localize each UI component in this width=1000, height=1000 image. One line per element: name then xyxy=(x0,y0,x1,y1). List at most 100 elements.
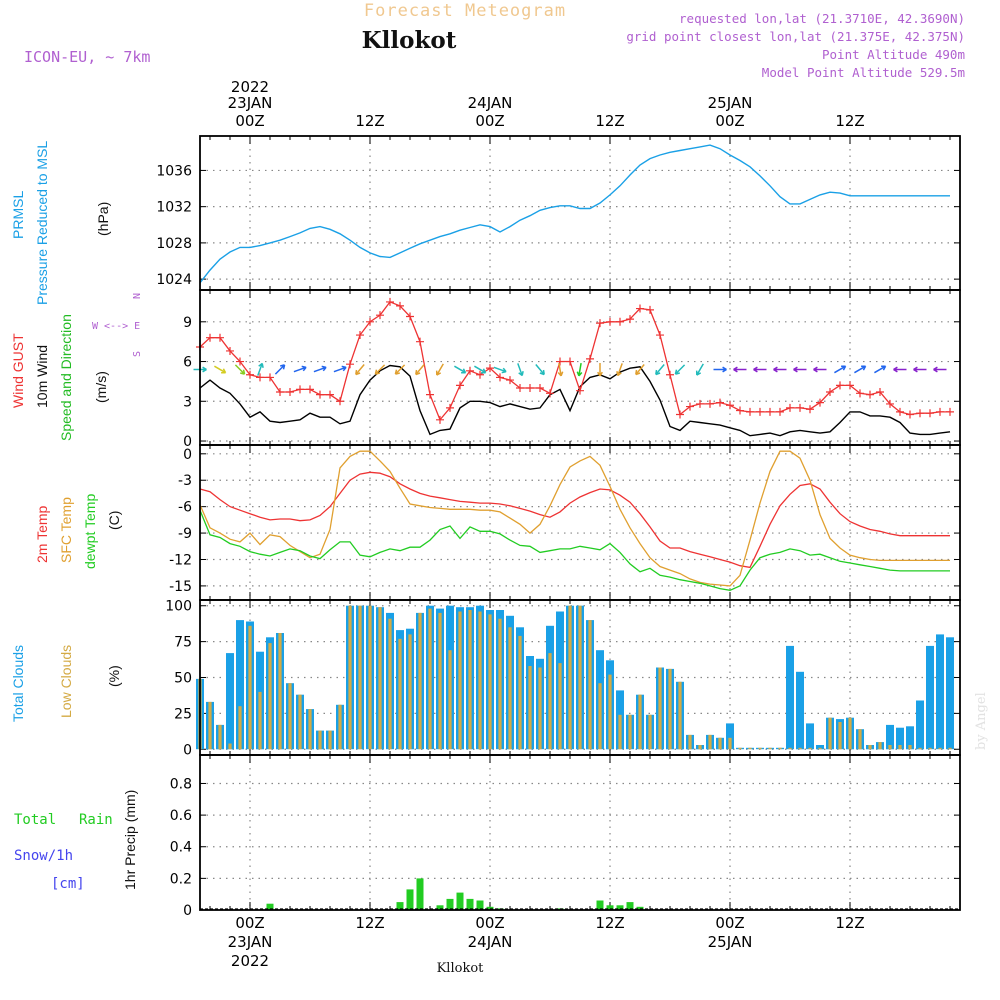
low-cloud-bar xyxy=(818,747,822,750)
speed-direction-label: Speed and Direction xyxy=(58,314,74,441)
low-cloud-bar xyxy=(418,612,422,750)
time-label-top: 12Z xyxy=(595,112,624,130)
total-cloud-bar xyxy=(816,745,824,750)
total-cloud-bar xyxy=(236,620,244,750)
gust-marker xyxy=(206,333,214,342)
total-cloud-bar xyxy=(886,724,894,750)
total-label: Total xyxy=(14,812,56,828)
rain-bar xyxy=(606,905,614,910)
gust-marker xyxy=(256,373,264,382)
low-cloud-bar xyxy=(938,747,942,750)
low-cloud-bar xyxy=(698,745,702,750)
wind-direction-arrow xyxy=(616,363,623,377)
time-label-top: 00Z xyxy=(715,112,744,130)
rain-bar xyxy=(436,905,444,910)
rain-bar xyxy=(616,905,624,910)
rain-bar xyxy=(266,903,274,910)
low-cloud-bar xyxy=(208,701,212,750)
low-cloud-bar xyxy=(228,743,232,750)
low-cloud-bar xyxy=(258,691,262,750)
rain-bar xyxy=(626,902,634,910)
low-cloud-bar xyxy=(598,683,602,750)
wind-direction-arrow xyxy=(257,362,264,376)
low-cloud-bar xyxy=(438,612,442,750)
rain-bar xyxy=(406,889,414,910)
clouds-unit-label: (%) xyxy=(106,665,122,687)
panel-axis-labels: PRMSL Pressure Reduced to MSL (hPa) Wind… xyxy=(10,141,143,892)
time-label-top: 00Z xyxy=(475,112,504,130)
rain-label: Rain xyxy=(79,812,113,828)
y-tick-label: 1024 xyxy=(156,272,192,288)
requested-coords: requested lon,lat (21.3710E, 42.3690N) xyxy=(679,11,965,26)
gust-marker xyxy=(636,304,644,313)
t2m-label: 2m Temp xyxy=(34,505,50,563)
low-cloud-bar xyxy=(248,625,252,750)
y-tick-label: 3 xyxy=(183,394,192,410)
gust-marker xyxy=(556,357,564,366)
wind-direction-arrow xyxy=(517,363,524,377)
gust-marker xyxy=(806,405,814,414)
wind-direction-arrow xyxy=(695,363,704,376)
gust-marker xyxy=(346,360,354,369)
gust-marker xyxy=(496,373,504,382)
gust-marker xyxy=(416,337,424,346)
wind-direction-arrow xyxy=(234,364,246,375)
gust-marker xyxy=(276,388,284,397)
low-cloud-bar xyxy=(628,714,632,750)
low-cloud-bar xyxy=(858,729,862,750)
low-cloud-bar xyxy=(758,747,762,750)
gust-marker xyxy=(296,385,304,394)
snow-unit-label: [cm] xyxy=(51,876,85,892)
gust-marker xyxy=(506,376,514,385)
gust-marker xyxy=(596,319,604,328)
gust-marker xyxy=(406,312,414,321)
low-clouds-label: Low Clouds xyxy=(58,645,74,718)
y-tick-label: -12 xyxy=(169,552,192,568)
low-cloud-bar xyxy=(328,730,332,750)
low-cloud-bar xyxy=(648,714,652,750)
time-label-top: 12Z xyxy=(355,112,384,130)
low-cloud-bar xyxy=(358,605,362,750)
low-cloud-bar xyxy=(458,611,462,750)
gust-marker xyxy=(736,406,744,415)
gust-marker xyxy=(426,390,434,399)
wind-direction-arrow xyxy=(674,364,686,375)
gust-marker xyxy=(226,346,234,355)
gust-marker xyxy=(656,331,664,340)
wind-speed-line xyxy=(199,364,951,437)
wind-direction-arrow xyxy=(355,364,365,376)
snow-label: Snow/1h xyxy=(14,848,73,864)
gust-marker xyxy=(626,315,634,324)
gust-marker xyxy=(686,402,694,411)
low-cloud-bar xyxy=(708,734,712,750)
y-tick-label: 50 xyxy=(174,671,192,687)
low-cloud-bar xyxy=(568,605,572,750)
low-cloud-bar xyxy=(798,747,802,750)
low-cloud-bar xyxy=(528,666,532,750)
panel-frame xyxy=(199,444,961,601)
y-tick-label: 6 xyxy=(183,355,192,371)
total-cloud-bar xyxy=(226,653,234,750)
y-tick-label: 1032 xyxy=(156,200,192,216)
y-tick-label: -15 xyxy=(169,579,192,595)
compass-s: S xyxy=(132,351,143,357)
low-cloud-bar xyxy=(908,745,912,750)
low-cloud-bar xyxy=(558,663,562,750)
low-cloud-bar xyxy=(658,667,662,750)
compass-we: W <--> E xyxy=(92,321,140,332)
gust-marker xyxy=(706,399,714,408)
gust-marker xyxy=(576,386,584,395)
gust-marker xyxy=(236,357,244,366)
time-label-bottom: 24JAN xyxy=(468,933,513,951)
wind-direction-arrow xyxy=(274,364,286,375)
pressure-msl-label: Pressure Reduced to MSL xyxy=(34,141,50,305)
low-cloud-bar xyxy=(808,747,812,750)
low-cloud-bar xyxy=(408,634,412,750)
wind-direction-arrow xyxy=(435,363,444,376)
time-label-bottom: 2022 xyxy=(231,952,269,970)
dewpoint-line xyxy=(199,509,950,591)
model-altitude: Model Point Altitude 529.5m xyxy=(762,65,965,80)
total-clouds-label: Total Clouds xyxy=(10,645,26,722)
low-cloud-bar xyxy=(238,706,242,750)
